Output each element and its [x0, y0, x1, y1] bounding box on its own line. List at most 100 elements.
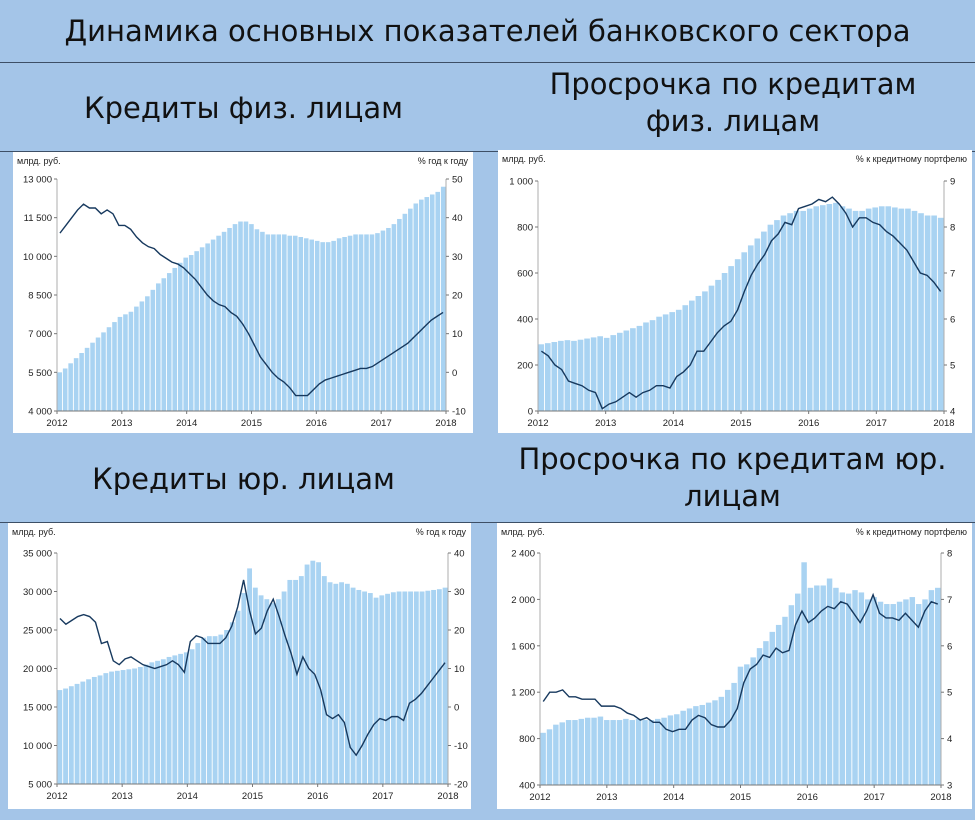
x-tick-label: 2017 — [371, 418, 392, 429]
bar — [156, 283, 161, 411]
right-tick-label: 40 — [452, 213, 463, 224]
bar — [604, 720, 610, 785]
bar — [123, 314, 128, 411]
right-tick-label: 6 — [947, 641, 952, 652]
right-tick-label: 30 — [452, 252, 463, 263]
bar — [558, 340, 564, 411]
bar — [221, 231, 227, 411]
bar — [247, 568, 252, 784]
bar — [905, 208, 911, 411]
right-unit-label: % год к году — [416, 527, 467, 537]
bar — [590, 337, 597, 411]
title-bar: Динамика основных показателей банковског… — [0, 0, 975, 63]
right-tick-label: 20 — [454, 626, 465, 637]
x-tick-label: 2016 — [797, 792, 818, 803]
x-tick-label: 2018 — [435, 418, 456, 429]
bar — [408, 208, 413, 411]
bar — [911, 210, 918, 411]
left-unit-label: млрд. руб. — [12, 527, 56, 537]
x-tick-label: 2016 — [798, 418, 819, 429]
bar — [702, 291, 708, 411]
bar — [877, 601, 884, 785]
bar — [890, 604, 896, 785]
left-tick-label: 7 000 — [28, 329, 52, 340]
bar — [892, 207, 898, 411]
bar — [408, 591, 413, 784]
bar — [915, 604, 922, 785]
x-tick-label: 2018 — [933, 418, 954, 429]
bar — [693, 706, 699, 785]
bar — [747, 245, 754, 411]
bar — [188, 255, 194, 411]
chart-retail-overdue: млрд. руб. % к кредитному портфелю 0 200 400… — [498, 150, 972, 433]
bar — [177, 262, 183, 411]
bar — [227, 227, 232, 411]
section-header-row-1 — [0, 63, 975, 152]
bar — [538, 344, 545, 411]
chart-corporate-loans-svg: млрд. руб. % год к году 5 000 10 000 15 000 2… — [12, 527, 468, 802]
bar — [597, 716, 604, 785]
bar — [769, 631, 776, 785]
bar — [667, 715, 674, 785]
bar — [91, 676, 97, 784]
bar — [292, 235, 298, 411]
bar — [937, 217, 944, 411]
bar — [425, 590, 431, 784]
bar — [795, 593, 801, 785]
right-tick-label: 5 — [947, 688, 952, 699]
left-tick-label: 13 000 — [23, 175, 52, 186]
bar — [57, 690, 63, 784]
bar — [218, 634, 224, 784]
bar — [210, 239, 216, 411]
bar — [708, 285, 715, 411]
bar — [139, 301, 145, 411]
bar — [718, 696, 725, 785]
left-tick-label: 1 200 — [511, 688, 535, 699]
bar — [252, 587, 258, 784]
bar — [636, 325, 643, 411]
bar — [669, 312, 676, 411]
bar — [304, 564, 310, 784]
bar — [402, 591, 408, 784]
bar — [347, 235, 353, 411]
bar — [314, 240, 320, 411]
bar — [238, 221, 243, 411]
bar — [431, 589, 436, 784]
x-tick-label: 2018 — [930, 792, 951, 803]
bar — [546, 729, 553, 785]
bar — [610, 335, 617, 411]
left-unit-label: млрд. руб. — [502, 154, 546, 164]
section-title-corporate-loans: Кредиты юр. лицам — [92, 462, 395, 496]
bar — [199, 247, 205, 411]
bar — [149, 662, 155, 784]
left-tick-label: 800 — [517, 223, 533, 234]
bar — [737, 666, 744, 785]
bar — [320, 242, 325, 411]
bar — [195, 643, 201, 784]
bar — [800, 210, 806, 411]
bar — [440, 186, 446, 411]
bar — [63, 688, 68, 784]
right-unit-label: % к кредитному портфелю — [856, 527, 968, 537]
bar — [878, 206, 885, 411]
bar — [918, 213, 924, 411]
bar — [342, 237, 347, 411]
bar — [166, 656, 172, 784]
bar — [553, 724, 559, 785]
bar — [145, 296, 150, 411]
bar — [205, 243, 210, 411]
bar — [654, 718, 661, 785]
bar — [649, 320, 656, 411]
right-tick-label: 6 — [950, 315, 955, 326]
bar — [160, 659, 166, 784]
bar — [229, 622, 235, 784]
bar — [353, 234, 358, 411]
bar — [744, 664, 750, 785]
section-title-retail-loans: Кредиты физ. лицам — [83, 91, 403, 125]
bar — [419, 591, 425, 784]
bar — [643, 322, 649, 411]
chart-retail-loans: млрд. руб. % год к году 4 000 5 500 7 000 8 5… — [13, 152, 473, 433]
bar — [339, 582, 344, 784]
bar — [95, 337, 101, 411]
bar — [379, 595, 385, 784]
